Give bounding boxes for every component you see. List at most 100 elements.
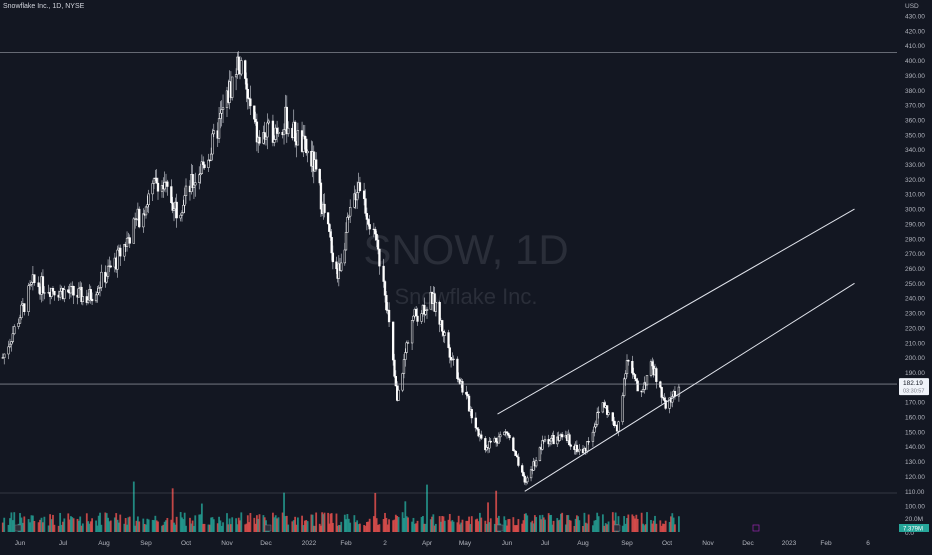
candle-body xyxy=(449,357,453,361)
volume-bar xyxy=(573,525,576,532)
time-tick-label: Dec xyxy=(742,540,754,547)
volume-bar xyxy=(19,513,21,532)
candle-body xyxy=(534,460,538,467)
candle-body xyxy=(635,378,638,382)
candle-body xyxy=(116,249,119,270)
volume-bar xyxy=(377,524,379,532)
volume-bar xyxy=(212,519,215,532)
price-tick-label: 360.00 xyxy=(905,117,925,124)
volume-bar xyxy=(323,512,326,532)
candle-body xyxy=(27,285,30,312)
volume-bar xyxy=(9,518,11,532)
volume-bar xyxy=(643,525,646,532)
candle-body xyxy=(212,130,215,135)
volume-bar xyxy=(59,512,62,532)
volume-bar xyxy=(384,512,386,532)
volume-bar xyxy=(23,516,26,532)
candle-body xyxy=(387,309,391,323)
volume-bar xyxy=(533,515,536,532)
volume-bar xyxy=(145,524,147,532)
volume-bar xyxy=(33,520,36,532)
volume-bar xyxy=(413,523,416,532)
volume-bar xyxy=(52,514,54,532)
candle-body xyxy=(621,395,624,423)
candle-body xyxy=(365,213,369,220)
volume-bar xyxy=(392,520,395,532)
time-tick-label: 6 xyxy=(866,540,870,547)
volume-bar xyxy=(179,512,182,532)
time-tick-label: Apr xyxy=(422,540,433,547)
candle-body xyxy=(28,284,32,287)
candle-body xyxy=(58,291,62,298)
candle-body xyxy=(146,204,149,208)
candle-body xyxy=(221,107,225,110)
volume-bar xyxy=(200,503,203,532)
candle-body xyxy=(72,286,75,296)
volume-bar xyxy=(335,513,338,532)
volume-bar xyxy=(39,519,41,532)
candle-body xyxy=(194,182,197,186)
volume-bar xyxy=(457,515,460,532)
volume-bar xyxy=(627,514,630,532)
volume-bar xyxy=(11,520,14,532)
volume-bar xyxy=(485,523,488,532)
volume-bar xyxy=(211,517,214,532)
price-tick-label: 350.00 xyxy=(905,132,925,139)
candle-body xyxy=(488,440,491,449)
volume-bar xyxy=(459,524,461,532)
volume-bar xyxy=(631,514,634,532)
time-tick-label: 2023 xyxy=(782,540,797,547)
candle-body xyxy=(521,465,524,473)
candle-body xyxy=(633,374,637,380)
candle-body xyxy=(568,434,571,446)
candle-body xyxy=(529,469,533,479)
time-tick-label: Jun xyxy=(502,540,513,547)
volume-bar xyxy=(80,525,83,532)
volume-bar xyxy=(235,518,237,532)
price-tick-label: 190.00 xyxy=(905,370,925,377)
candle-body xyxy=(382,265,385,282)
volume-bar xyxy=(404,501,407,532)
candle-body xyxy=(323,203,326,213)
volume-bar xyxy=(447,519,450,532)
candle-body xyxy=(244,60,247,79)
candle-body xyxy=(434,301,438,312)
candle-body xyxy=(13,326,16,335)
candle-body xyxy=(267,120,270,124)
volume-bar xyxy=(185,525,187,532)
volume-bar xyxy=(70,516,72,532)
volume-bar xyxy=(104,512,107,532)
candle-body xyxy=(180,212,184,216)
volume-bar xyxy=(291,521,294,532)
candle-body xyxy=(552,435,555,445)
candle-body xyxy=(507,432,510,436)
candle-body xyxy=(561,434,564,438)
candle-body xyxy=(142,213,145,228)
volume-bar xyxy=(535,517,538,532)
candle-body xyxy=(484,438,487,451)
candle-body xyxy=(358,182,362,192)
volume-bar xyxy=(617,516,620,532)
volume-bar xyxy=(556,518,559,532)
candle-body xyxy=(184,185,188,196)
candle-body xyxy=(495,437,498,443)
price-tick-label: 300.00 xyxy=(905,207,925,214)
volume-bar xyxy=(30,515,33,532)
candle-body xyxy=(335,261,338,270)
volume-bar xyxy=(226,513,228,532)
volume-bar xyxy=(623,516,626,532)
candle-body xyxy=(166,181,169,187)
volume-bar xyxy=(76,518,79,532)
volume-bar xyxy=(57,525,60,532)
volume-bar xyxy=(311,514,314,532)
volume-bar xyxy=(116,519,119,532)
volume-bar xyxy=(671,513,674,532)
candle-body xyxy=(77,288,81,298)
volume-bar xyxy=(108,521,111,532)
candle-body xyxy=(209,153,213,161)
volume-bar xyxy=(153,520,155,532)
candle-body xyxy=(172,208,176,211)
volume-bar xyxy=(272,512,274,532)
